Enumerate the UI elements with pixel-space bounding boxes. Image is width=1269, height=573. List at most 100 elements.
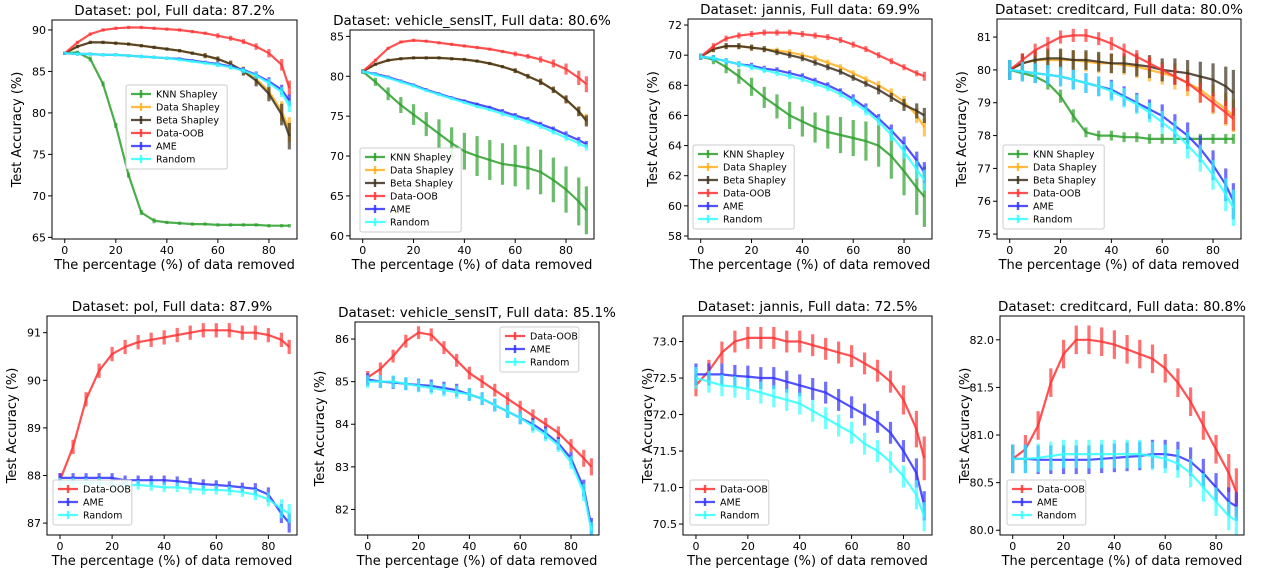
- legend: KNN Shapley Data Shapley Beta Shapley Data-…: [1002, 144, 1105, 230]
- plot-area: [361, 38, 588, 235]
- x-tick-label: 80: [1206, 244, 1220, 257]
- series-line: [695, 336, 926, 459]
- series-line: [1009, 68, 1235, 209]
- legend-box: [1002, 144, 1105, 230]
- y-tick-label: 68: [668, 79, 682, 92]
- plot-area: [699, 29, 926, 227]
- legend-label: Data-OOB: [1037, 485, 1085, 496]
- x-axis-label: The percentage (%) of data removed: [998, 258, 1240, 273]
- y-tick-label: 80.5: [970, 477, 995, 490]
- legend-label: Beta Shapley: [723, 176, 786, 187]
- legend-label: Data Shapley: [390, 166, 454, 177]
- x-tick-label: 20: [105, 540, 119, 553]
- legend-box: [689, 479, 770, 526]
- series: [366, 375, 593, 535]
- axes-frame: [996, 18, 1242, 240]
- x-tick-label: 0: [692, 540, 699, 553]
- x-tick-label: 20: [109, 244, 123, 257]
- series-line: [367, 380, 593, 531]
- legend-label: Data Shapley: [723, 163, 787, 174]
- y-tick-label: 91: [27, 327, 41, 340]
- legend-label: KNN Shapley: [1033, 150, 1095, 161]
- y-tick-label: 66: [668, 109, 682, 122]
- plot-area: [1008, 28, 1235, 226]
- legend-label: AME: [720, 498, 741, 509]
- series-line: [367, 378, 593, 527]
- x-tick-label: 80: [261, 540, 275, 553]
- series-line: [1012, 338, 1238, 493]
- y-tick-label: 77: [977, 162, 991, 175]
- series: [699, 53, 926, 191]
- x-tick-label: 20: [407, 244, 421, 257]
- legend-label: Beta Shapley: [390, 179, 453, 190]
- chart-panel: Dataset: vehicle_sensIT, Full data: 85.1…: [313, 305, 616, 569]
- axes-frame: [999, 315, 1245, 536]
- axes-frame: [51, 19, 298, 240]
- legend-box: [499, 326, 580, 373]
- y-tick-label: 76: [977, 195, 991, 208]
- y-tick-label: 62: [668, 170, 682, 183]
- y-tick-label: 75: [330, 110, 344, 123]
- legend-label: AME: [1033, 202, 1054, 213]
- y-axis-label: Test Accuracy (%): [10, 72, 25, 189]
- y-tick-label: 81: [977, 31, 991, 44]
- y-tick-label: 80: [977, 64, 991, 77]
- series-line: [64, 51, 290, 227]
- y-axis-label: Test Accuracy (%): [5, 368, 20, 485]
- series-line: [64, 26, 291, 89]
- y-tick-label: 82.0: [970, 334, 995, 347]
- legend-label: Data Shapley: [1033, 163, 1097, 174]
- x-tick-label: 80: [559, 244, 573, 257]
- y-tick-label: 65: [32, 231, 46, 244]
- legend-label: AME: [723, 202, 744, 213]
- x-tick-label: 0: [697, 244, 704, 257]
- y-tick-label: 90: [32, 24, 46, 37]
- legend: KNN Shapley Data Shapley Beta Shapley Data-…: [359, 147, 462, 233]
- series: [63, 50, 291, 228]
- axes-frame: [349, 29, 595, 240]
- x-tick-label: 80: [897, 244, 911, 257]
- legend-label: Data-OOB: [723, 189, 771, 200]
- y-tick-label: 81.5: [970, 381, 995, 394]
- series-line: [695, 376, 926, 518]
- series: [699, 43, 926, 137]
- series-line: [700, 55, 926, 181]
- legend-label: AME: [156, 142, 177, 153]
- y-tick-label: 80: [330, 70, 344, 83]
- series: [361, 38, 588, 93]
- y-tick-label: 82: [335, 503, 349, 516]
- plot-area: [63, 25, 291, 228]
- chart-panel: Dataset: creditcard, Full data: 80.0% 0 20…: [955, 2, 1243, 273]
- legend-label: Data-OOB: [720, 485, 768, 496]
- y-tick-label: 75: [977, 228, 991, 241]
- series-line: [362, 70, 587, 149]
- series: [1011, 325, 1238, 516]
- chart-panel: Dataset: pol, Full data: 87.9% 0 20 40 60 80 8…: [5, 299, 298, 569]
- x-axis-label: The percentage (%) of data removed: [51, 554, 293, 569]
- y-tick-label: 65: [330, 190, 344, 203]
- x-tick-label: 40: [1107, 540, 1121, 553]
- legend-label: KNN Shapley: [723, 150, 785, 161]
- axes-frame: [46, 315, 298, 536]
- x-tick-label: 60: [1158, 540, 1172, 553]
- legend: Data-OOB AME Random: [499, 326, 580, 373]
- x-tick-label: 60: [1155, 244, 1169, 257]
- y-tick-label: 72.5: [653, 372, 678, 385]
- x-tick-label: 0: [359, 244, 366, 257]
- x-tick-label: 40: [160, 244, 174, 257]
- y-tick-label: 86: [335, 333, 349, 346]
- plot-area: [694, 326, 926, 532]
- series: [366, 326, 593, 476]
- x-axis-label: The percentage (%) of data removed: [351, 258, 593, 273]
- series: [63, 51, 291, 113]
- y-tick-label: 60: [330, 230, 344, 243]
- y-tick-label: 73.0: [653, 336, 678, 349]
- y-tick-label: 79: [977, 97, 991, 110]
- legend-box: [125, 84, 228, 170]
- legend: Data-OOB AME Random: [689, 479, 770, 526]
- y-tick-label: 70: [668, 49, 682, 62]
- x-axis-label: The percentage (%) of data removed: [686, 554, 928, 569]
- x-tick-label: 20: [741, 540, 755, 553]
- y-tick-label: 72.0: [653, 409, 678, 422]
